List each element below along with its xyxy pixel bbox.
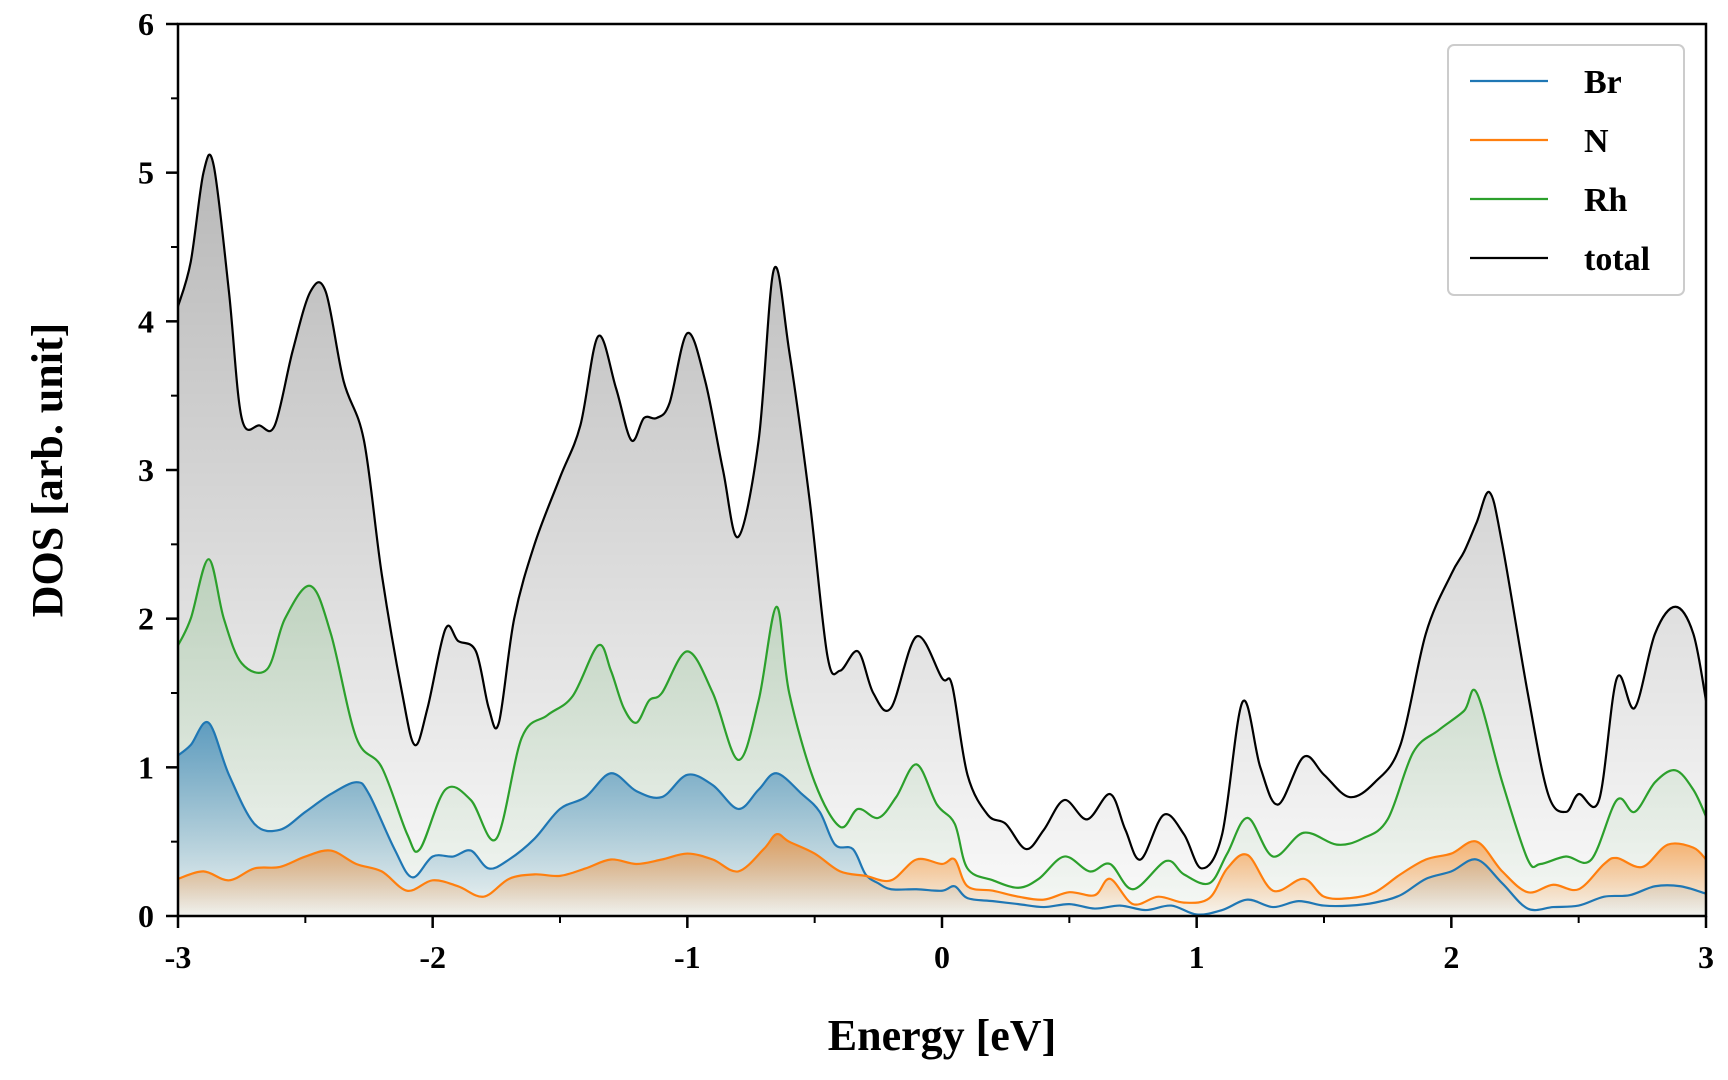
y-axis-label: DOS [arb. unit]	[23, 323, 72, 618]
series-line-rh	[177, 558, 1707, 891]
y-tick-label: 4	[138, 303, 154, 339]
x-tick-label: 0	[934, 939, 950, 975]
x-axis: -3 -2 -1 0 1 2 3	[165, 916, 1714, 975]
y-tick-label: 3	[138, 452, 154, 488]
fill-n	[178, 834, 1706, 916]
x-tick-label: -3	[165, 939, 192, 975]
x-tick-label: 1	[1189, 939, 1205, 975]
y-axis: 0 1 2 3 4 5 6	[138, 6, 178, 934]
y-tick-label: 1	[138, 749, 154, 785]
legend: Br N Rh total	[1447, 44, 1685, 296]
x-axis-label: Energy [eV]	[828, 1011, 1057, 1060]
legend-label-br: Br	[1584, 64, 1622, 101]
line-layer	[176, 153, 1708, 916]
legend-label-rh: Rh	[1584, 182, 1628, 219]
y-tick-label: 2	[138, 601, 154, 637]
series-line-br	[177, 720, 1707, 916]
x-tick-label: -1	[674, 939, 701, 975]
legend-label-n: N	[1584, 123, 1609, 160]
x-tick-label: 2	[1443, 939, 1459, 975]
x-tick-label: 3	[1698, 939, 1714, 975]
fill-layer	[178, 154, 1706, 916]
x-tick-label: -2	[419, 939, 446, 975]
y-tick-label: 5	[138, 155, 154, 191]
y-tick-label: 0	[138, 898, 154, 934]
y-tick-label: 6	[138, 6, 154, 42]
fill-br	[178, 722, 1706, 916]
series-line-n	[177, 832, 1707, 906]
legend-box	[1447, 44, 1685, 296]
series-line-total	[176, 153, 1708, 870]
legend-label-total: total	[1584, 241, 1650, 278]
